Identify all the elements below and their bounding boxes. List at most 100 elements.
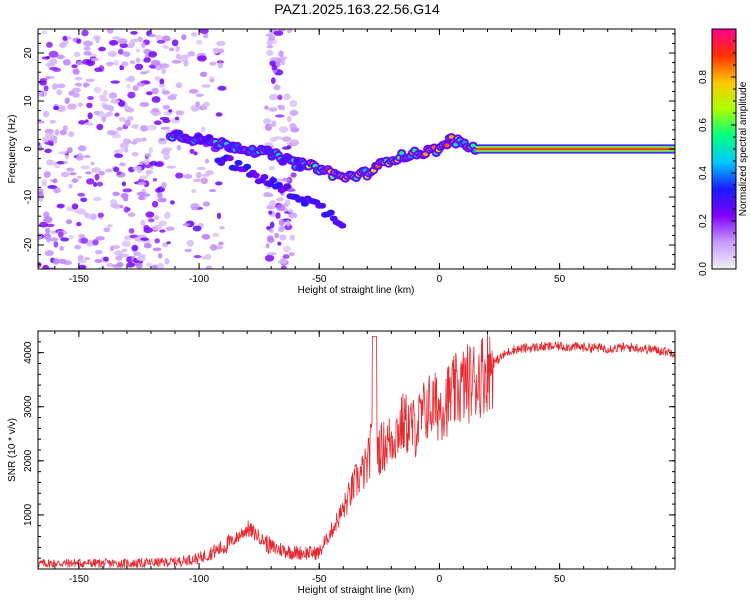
- spectrogram-cell: [86, 239, 94, 247]
- spectrogram-cell: [94, 173, 100, 181]
- spectrogram-cell: [109, 199, 118, 205]
- spectrogram-cell: [188, 88, 199, 94]
- spectrogram-cell: [202, 201, 210, 207]
- spectrogram-cell: [267, 252, 277, 256]
- spectrogram-cell: [191, 189, 197, 194]
- colorbar-tick-label: 0.2: [698, 214, 709, 228]
- spectrogram-cell: [69, 172, 77, 176]
- spectrogram-cell: [86, 102, 93, 109]
- spectrogram-cell: [289, 139, 300, 146]
- spectrogram-cell: [103, 227, 111, 233]
- spectrogram-cell: [279, 234, 287, 241]
- spectrogram-cell: [152, 247, 162, 252]
- spectrogram-cell: [276, 204, 286, 212]
- spectrogram-cell: [275, 114, 285, 118]
- spectrogram-cell: [90, 161, 95, 166]
- spectrogram-cell: [93, 86, 102, 93]
- spectrogram-cell: [126, 83, 131, 89]
- spectrogram-cell: [39, 221, 49, 228]
- spectrogram-cell: [273, 30, 284, 36]
- spectrogram-cell: [249, 146, 255, 151]
- spectrogram-cell: [139, 102, 150, 107]
- spectrogram-cell: [46, 159, 55, 166]
- spectrogram-cell: [133, 38, 140, 42]
- spectrogram-cell: [107, 130, 116, 136]
- spectrogram-cell: [184, 248, 192, 253]
- spectrogram-cell: [46, 41, 53, 48]
- spectrogram-cell: [87, 96, 94, 100]
- spectrogram-cell: [45, 75, 51, 80]
- spectrogram-cell: [171, 60, 182, 64]
- spectrogram-cell: [186, 239, 194, 247]
- y-tick-label: 2000: [23, 449, 34, 472]
- x-tick-label: -100: [189, 574, 209, 585]
- spectrogram-cell: [155, 34, 163, 41]
- spectrogram-cell: [151, 59, 161, 66]
- spectrogram-cell: [122, 51, 131, 57]
- spectrogram-cell: [243, 163, 252, 170]
- spectrogram-cell: [269, 93, 279, 101]
- spectrogram-cell: [265, 33, 273, 37]
- spectrogram-cell: [193, 178, 201, 183]
- spectrogram-cell: [269, 137, 278, 142]
- spectrogram-cell: [162, 118, 171, 124]
- spectrogram-cell: [263, 118, 272, 125]
- spectrogram-cell: [136, 191, 146, 196]
- spectrogram-cell: [101, 116, 107, 123]
- spectrogram-cell: [68, 184, 73, 189]
- spectrogram-cell: [209, 61, 217, 66]
- spectrogram-cell: [162, 147, 173, 152]
- x-tick-label: -50: [312, 274, 327, 285]
- y-tick-label: 10: [23, 95, 34, 107]
- spectrogram-cell: [38, 145, 43, 152]
- spectrogram-cell: [131, 124, 140, 129]
- spectrogram-cell: [263, 191, 271, 197]
- spectrogram-cell: [300, 200, 309, 207]
- spectrogram-cell: [170, 200, 175, 205]
- spectrogram-cell: [200, 256, 208, 260]
- spectrogram-cell: [86, 178, 95, 185]
- spectrogram-cell: [110, 99, 120, 104]
- spectrogram-cell: [209, 189, 216, 193]
- spectrogram-cell: [215, 112, 223, 117]
- spectrogram-cell: [44, 148, 52, 154]
- spectrogram-cell: [289, 109, 299, 116]
- spectrogram-cell: [73, 209, 84, 214]
- spectrogram-cell: [71, 64, 78, 68]
- spectrogram-cell: [146, 172, 151, 176]
- spectrogram-cell: [140, 219, 146, 226]
- spectrogram-cell: [65, 219, 73, 225]
- spectrogram-cell: [215, 181, 223, 186]
- spectrogram-cell: [264, 142, 274, 147]
- spectrogram-cell: [150, 166, 155, 170]
- spectrogram-cell: [158, 220, 167, 227]
- spectrogram-cell: [143, 57, 151, 63]
- spectrogram-cell: [204, 158, 210, 164]
- spectrogram-cell: [149, 160, 158, 166]
- x-tick-label: -50: [312, 574, 327, 585]
- spectrogram-cell: [42, 110, 50, 118]
- spectrogram-cell: [52, 83, 58, 90]
- spectrogram-cell: [83, 155, 91, 158]
- spectrogram-cell: [38, 120, 45, 124]
- spectrogram-cell: [83, 51, 92, 56]
- spectrogram-cell: [268, 200, 277, 207]
- spectrogram-cell: [74, 51, 81, 58]
- spectrogram-cell: [269, 221, 275, 229]
- spectrogram-cell: [277, 104, 284, 109]
- spectrogram-cell: [84, 212, 89, 218]
- spectrogram-cell: [289, 234, 295, 241]
- spectrogram-cell: [65, 167, 75, 172]
- spectrogram-cell: [95, 250, 103, 255]
- spectrogram-cell: [77, 260, 88, 264]
- spectrogram-cell: [98, 170, 105, 176]
- spectrogram-cell: [95, 236, 105, 241]
- spectrogram-cell: [168, 47, 175, 52]
- spectrogram-cell: [278, 50, 284, 58]
- spectrogram-y-axis-label: Frequency (Hz): [7, 115, 18, 184]
- spectrogram-cell: [193, 151, 198, 156]
- spectrogram-cell: [48, 50, 59, 58]
- spectrogram-cell: [106, 29, 114, 34]
- spectrogram-cell: [154, 238, 160, 244]
- spectrogram-cell: [128, 228, 135, 234]
